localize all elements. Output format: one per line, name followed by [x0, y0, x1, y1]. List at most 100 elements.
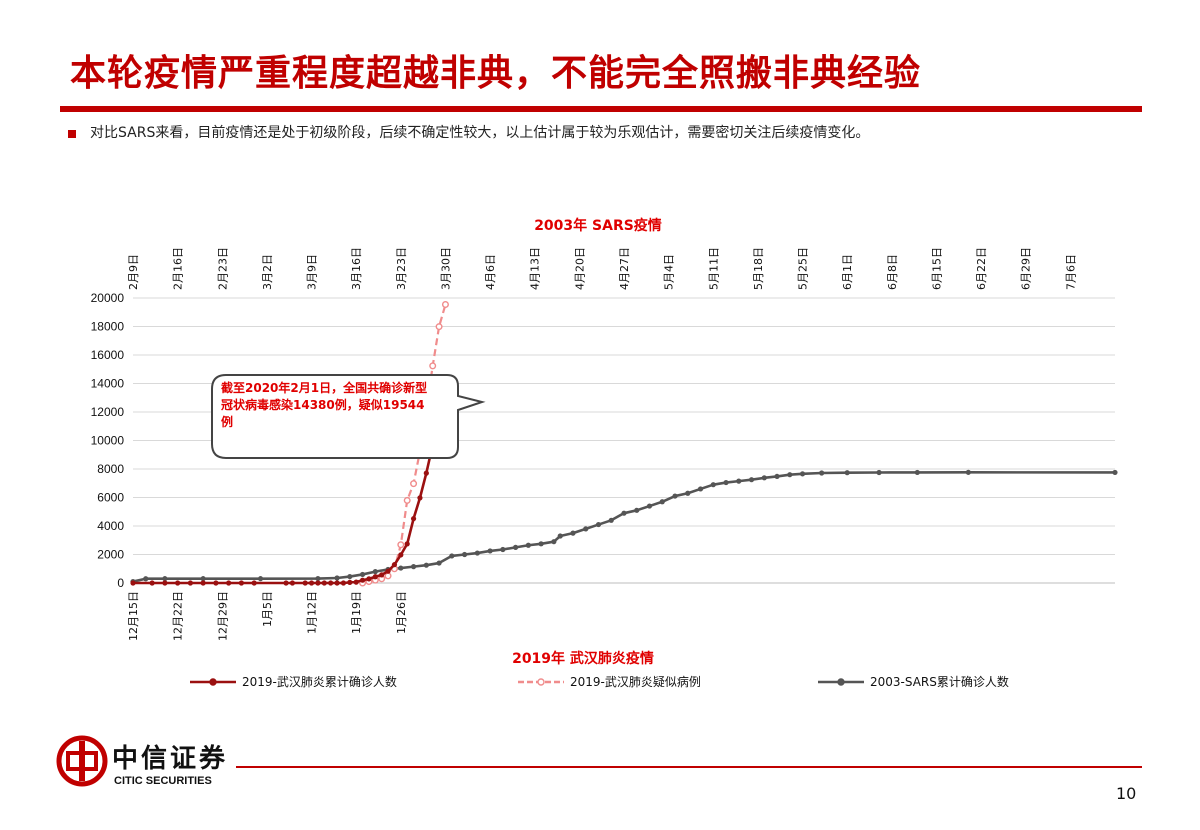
- legend-swatch-marker: [837, 678, 845, 686]
- legend-label: 2019-武汉肺炎疑似病例: [570, 674, 701, 689]
- data-point: [162, 580, 168, 586]
- callout-text-line3: 例: [221, 414, 233, 429]
- data-point: [366, 576, 372, 582]
- legend-swatch-marker: [209, 678, 217, 686]
- y-tick-label: 2000: [97, 548, 124, 562]
- data-point: [289, 580, 296, 586]
- data-point: [347, 579, 353, 585]
- top-x-tick-label: 3月30日: [439, 247, 452, 290]
- data-point: [187, 580, 193, 586]
- data-point: [334, 575, 340, 581]
- data-point: [162, 576, 168, 582]
- data-point: [429, 362, 437, 370]
- top-x-axis: 2月9日 2月16日 2月23日 3月2日 3月9日 3月16日 3月23日 3月30日 4月6…: [127, 247, 1077, 290]
- data-point: [748, 477, 755, 483]
- brand-name-cn: 中信证券: [112, 744, 229, 774]
- callout-text-line2: 冠状病毒感染14380例，疑似19544: [221, 397, 425, 412]
- data-point: [410, 480, 418, 488]
- data-point: [436, 560, 442, 566]
- top-x-tick-label: 4月13日: [529, 247, 542, 290]
- data-point: [257, 576, 264, 582]
- top-x-tick-label: 6月29日: [1020, 247, 1033, 290]
- data-point: [384, 572, 392, 580]
- top-x-tick-label: 5月4日: [663, 254, 676, 290]
- bottom-x-axis: 12月15日 12月22日 12月29日 1月5日 1月12日 1月19日 1月26日: [127, 591, 408, 641]
- data-point: [710, 482, 716, 488]
- legend-swatch-marker: [537, 678, 545, 686]
- top-x-tick-label: 7月6日: [1064, 254, 1077, 290]
- series-0: [130, 375, 449, 586]
- top-x-tick-label: 6月15日: [930, 247, 943, 290]
- data-point: [340, 580, 347, 586]
- data-point: [213, 580, 219, 586]
- data-point: [659, 499, 665, 505]
- top-x-tick-label: 3月2日: [261, 254, 274, 290]
- top-x-tick-label: 4月27日: [618, 247, 631, 290]
- citic-logo-icon: [56, 735, 108, 787]
- data-point: [423, 562, 429, 568]
- data-point: [449, 553, 455, 559]
- data-point: [200, 580, 206, 586]
- data-point: [417, 495, 423, 501]
- top-x-tick-label: 2月16日: [172, 247, 185, 290]
- y-tick-label: 12000: [91, 405, 125, 419]
- data-point: [435, 323, 443, 331]
- data-point: [397, 541, 405, 549]
- data-point: [608, 517, 614, 523]
- data-point: [149, 580, 155, 586]
- y-tick-label: 0: [117, 576, 124, 590]
- data-point: [487, 548, 493, 554]
- data-point: [423, 470, 429, 476]
- data-point: [761, 475, 767, 481]
- data-point: [685, 490, 691, 496]
- data-point: [1112, 469, 1118, 476]
- footer-divider: [236, 766, 1142, 768]
- data-point: [379, 572, 385, 578]
- data-point: [385, 568, 391, 574]
- legend-item: 2003-SARS累计确诊人数: [818, 674, 1009, 689]
- legend-label: 2003-SARS累计确诊人数: [870, 674, 1009, 689]
- top-x-tick-label: 6月8日: [886, 254, 899, 290]
- callout-bubble: [211, 374, 486, 459]
- data-point: [774, 473, 780, 480]
- data-point: [634, 507, 640, 513]
- y-tick-label: 20000: [91, 291, 125, 305]
- bottom-x-tick-label: 12月29日: [216, 591, 229, 641]
- data-point: [500, 546, 506, 553]
- bottom-axis-title: 2019年 武汉肺炎疫情: [512, 650, 654, 667]
- data-point: [308, 580, 315, 586]
- top-x-tick-label: 4月6日: [484, 254, 497, 290]
- data-point: [621, 510, 627, 516]
- data-point: [525, 542, 531, 548]
- legend-item: 2019-武汉肺炎疑似病例: [518, 674, 701, 689]
- data-point: [359, 571, 366, 578]
- annotation-callout: 截至2020年2月1日，全国共确诊新型 冠状病毒感染14380例，疑似19544…: [211, 374, 486, 459]
- y-tick-label: 16000: [91, 348, 125, 362]
- data-point: [819, 470, 825, 476]
- data-point: [403, 496, 411, 504]
- data-point: [391, 562, 398, 568]
- data-point: [697, 486, 704, 492]
- data-point: [359, 577, 366, 583]
- data-point: [557, 533, 563, 539]
- data-point: [646, 503, 653, 509]
- bottom-x-tick-label: 12月22日: [172, 591, 185, 641]
- legend-item: 2019-武汉肺炎累计确诊人数: [190, 674, 397, 689]
- callout-text-line1: 截至2020年2月1日，全国共确诊新型: [221, 380, 427, 395]
- y-tick-label: 14000: [91, 377, 125, 391]
- bottom-x-tick-label: 1月12日: [306, 591, 319, 634]
- data-point: [551, 539, 557, 545]
- top-x-tick-label: 2月9日: [127, 254, 140, 290]
- data-point: [302, 580, 308, 586]
- y-tick-label: 8000: [97, 462, 124, 476]
- data-point: [595, 521, 602, 528]
- brand-name-en: CITIC SECURITIES: [114, 775, 212, 787]
- top-x-tick-label: 4月20日: [573, 247, 586, 290]
- data-point: [965, 469, 971, 475]
- data-point: [583, 526, 589, 532]
- data-point: [512, 544, 519, 550]
- data-point: [410, 564, 417, 570]
- chart-legend: 2019-武汉肺炎累计确诊人数 2019-武汉肺炎疑似病例 2003-SARS累计确…: [190, 674, 1009, 689]
- bullet-square: [68, 130, 76, 138]
